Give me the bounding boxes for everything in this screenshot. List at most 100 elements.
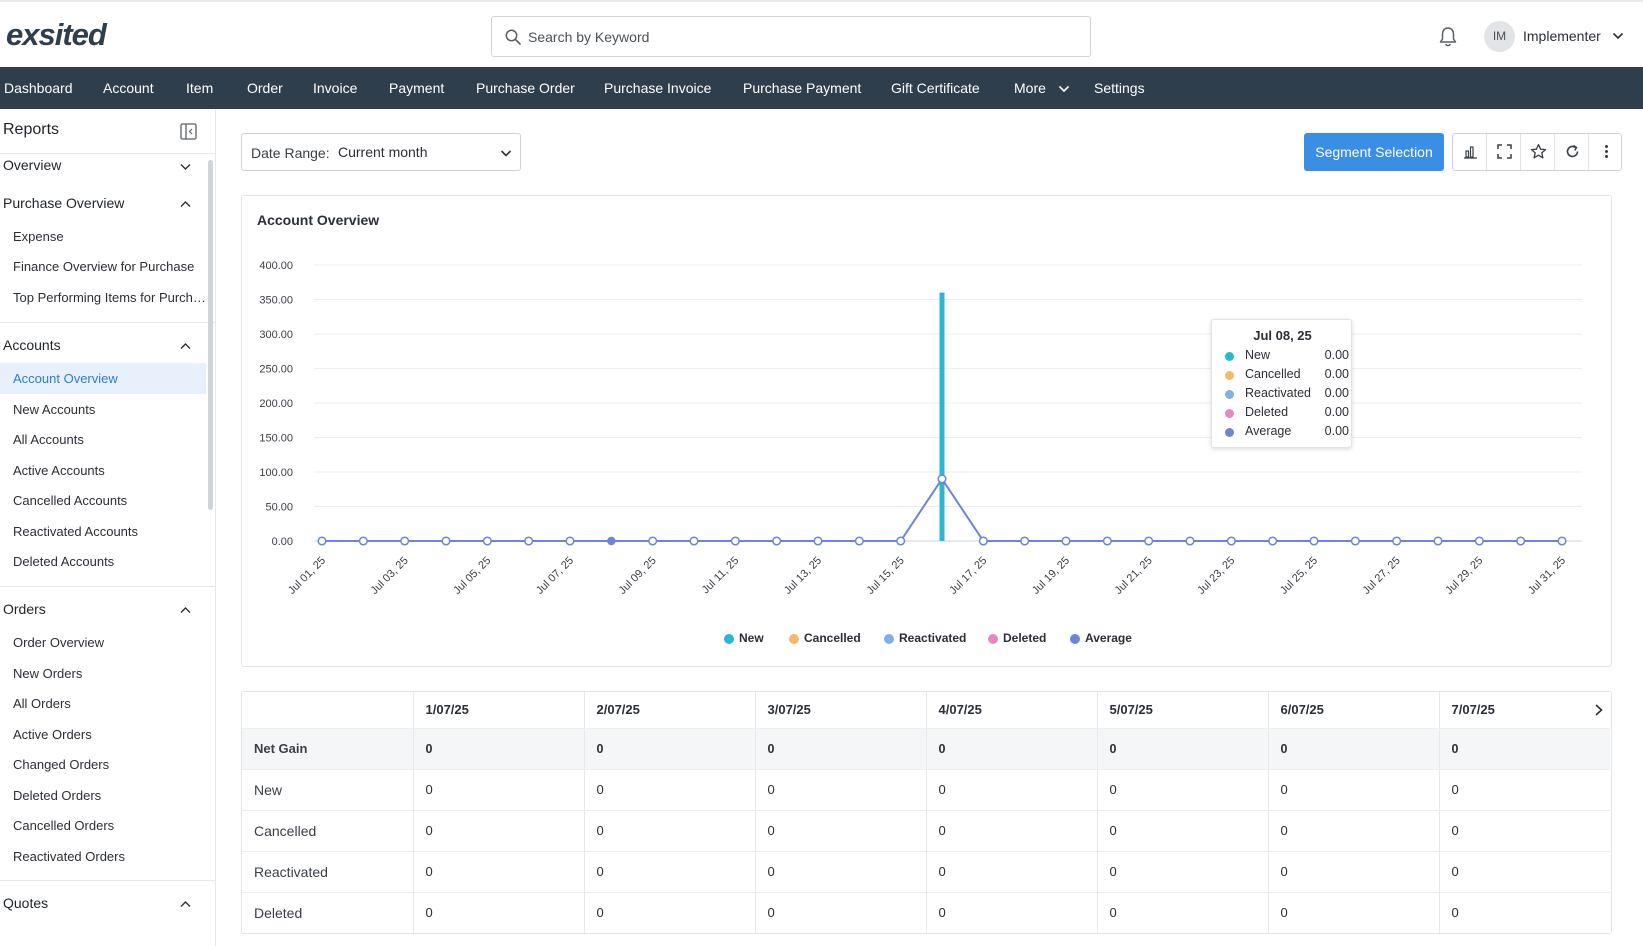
tooltip-title: Jul 08, 25 bbox=[1253, 328, 1312, 343]
user-name[interactable]: Implementer bbox=[1523, 28, 1601, 44]
sidebar-item-new-orders[interactable]: New Orders bbox=[13, 666, 83, 681]
sidebar-item-new-accounts[interactable]: New Accounts bbox=[13, 402, 96, 417]
user-avatar[interactable]: IM bbox=[1484, 21, 1515, 52]
legend-dot bbox=[988, 634, 998, 644]
legend-dot bbox=[724, 634, 734, 644]
sidebar-item-cancelled-accounts[interactable]: Cancelled Accounts bbox=[13, 493, 128, 508]
search-box[interactable] bbox=[491, 16, 1091, 57]
table-cell: 0 bbox=[755, 851, 927, 893]
nav-purchase-payment[interactable]: Purchase Payment bbox=[743, 80, 862, 96]
row-label: Net Gain bbox=[242, 728, 414, 770]
chevron-right-icon[interactable] bbox=[1593, 703, 1605, 717]
nav-settings[interactable]: Settings bbox=[1094, 80, 1145, 96]
table-row: Cancelled 0 0 0 0 0 0 0 bbox=[242, 810, 1610, 852]
table-cell: 0 bbox=[413, 728, 585, 770]
nav-gift-certificate[interactable]: Gift Certificate bbox=[891, 80, 980, 96]
more-options-button[interactable] bbox=[1589, 134, 1623, 170]
sidebar-item-changed-orders[interactable]: Changed Orders bbox=[13, 757, 110, 772]
date-range-select[interactable]: Date Range: Current month bbox=[241, 133, 521, 171]
table-cell: 0 bbox=[1268, 728, 1440, 770]
table-cell: 0 bbox=[755, 810, 927, 852]
sidebar-item-account-overview[interactable]: Account Overview bbox=[0, 363, 206, 394]
tooltip-series-name: Deleted bbox=[1245, 405, 1289, 419]
sidebar-item-deleted-orders[interactable]: Deleted Orders bbox=[13, 788, 102, 803]
sidebar-section-overview[interactable]: Overview bbox=[3, 157, 62, 173]
divider bbox=[0, 322, 215, 323]
sidebar-item-finance-overview-purchase[interactable]: Finance Overview for Purchase bbox=[13, 259, 195, 274]
sidebar-item-cancelled-orders[interactable]: Cancelled Orders bbox=[13, 818, 115, 833]
legend-dot bbox=[1225, 428, 1234, 437]
chevron-up-icon[interactable] bbox=[180, 606, 191, 614]
nav-dashboard[interactable]: Dashboard bbox=[4, 80, 73, 96]
sidebar-item-reactivated-orders[interactable]: Reactivated Orders bbox=[13, 849, 125, 864]
refresh-button[interactable] bbox=[1555, 134, 1589, 170]
column-header: 7/07/25 bbox=[1439, 692, 1610, 729]
tooltip-row-deleted: Deleted 0.00 bbox=[1225, 404, 1349, 422]
table-cell: 0 bbox=[926, 810, 1098, 852]
table-cell: 0 bbox=[926, 728, 1098, 770]
chevron-up-icon[interactable] bbox=[180, 342, 191, 350]
chevron-up-icon[interactable] bbox=[180, 900, 191, 908]
sidebar-section-accounts[interactable]: Accounts bbox=[3, 337, 61, 353]
chart-tool-group bbox=[1452, 133, 1622, 171]
table-cell: 0 bbox=[1097, 810, 1269, 852]
nav-invoice[interactable]: Invoice bbox=[313, 80, 358, 96]
sidebar-item-deleted-accounts[interactable]: Deleted Accounts bbox=[13, 554, 115, 569]
search-icon bbox=[505, 29, 521, 45]
chart-type-button[interactable] bbox=[1453, 134, 1487, 170]
tooltip-series-value: 0.00 bbox=[1324, 424, 1349, 438]
sidebar-item-expense[interactable]: Expense bbox=[13, 229, 64, 244]
notification-bell-icon[interactable] bbox=[1438, 26, 1458, 48]
chevron-down-icon[interactable] bbox=[1612, 31, 1624, 41]
table-cell: 0 bbox=[584, 810, 756, 852]
row-label: Reactivated bbox=[242, 851, 414, 893]
column-header: 4/07/25 bbox=[926, 692, 1098, 729]
chevron-down-icon[interactable] bbox=[500, 149, 512, 158]
sidebar-item-all-accounts[interactable]: All Accounts bbox=[13, 432, 84, 447]
fullscreen-button[interactable] bbox=[1487, 134, 1521, 170]
divider bbox=[0, 880, 215, 881]
top-header: exsited IM Implementer bbox=[0, 0, 1643, 67]
table-cell: 0 bbox=[1268, 769, 1440, 811]
exsited-logo[interactable]: exsited bbox=[4, 14, 134, 54]
sidebar-section-quotes[interactable]: Quotes bbox=[3, 895, 49, 911]
nav-item[interactable]: Item bbox=[186, 80, 214, 96]
table-cell: 0 bbox=[1097, 728, 1269, 770]
favorite-button[interactable] bbox=[1521, 134, 1555, 170]
tooltip-series-name: Cancelled bbox=[1245, 367, 1301, 381]
segment-selection-button[interactable]: Segment Selection bbox=[1304, 133, 1444, 171]
divider bbox=[0, 586, 215, 587]
sidebar-item-active-orders[interactable]: Active Orders bbox=[13, 727, 92, 742]
nav-more[interactable]: More bbox=[1014, 80, 1046, 96]
table-row: Reactivated 0 0 0 0 0 0 0 bbox=[242, 851, 1610, 893]
sidebar-section-orders[interactable]: Orders bbox=[3, 601, 46, 617]
tooltip-series-value: 0.00 bbox=[1324, 405, 1349, 419]
chevron-down-icon[interactable] bbox=[1058, 84, 1070, 94]
nav-purchase-invoice[interactable]: Purchase Invoice bbox=[604, 80, 712, 96]
nav-order[interactable]: Order bbox=[247, 80, 283, 96]
sidebar-item-active-accounts[interactable]: Active Accounts bbox=[13, 463, 105, 478]
table-cell: 0 bbox=[413, 892, 585, 933]
date-range-value[interactable]: Current month bbox=[338, 144, 428, 160]
sidebar-collapse-icon[interactable] bbox=[180, 123, 197, 140]
sidebar-section-purchase-overview[interactable]: Purchase Overview bbox=[3, 195, 125, 211]
chevron-down-icon[interactable] bbox=[180, 163, 191, 171]
table-cell: 0 bbox=[1268, 892, 1440, 933]
sidebar-item-all-orders[interactable]: All Orders bbox=[13, 696, 71, 711]
sidebar-item-reactivated-accounts[interactable]: Reactivated Accounts bbox=[13, 524, 139, 539]
table-cell: 0 bbox=[1268, 851, 1440, 893]
table-cell: 0 bbox=[755, 769, 927, 811]
tooltip-series-value: 0.00 bbox=[1324, 367, 1349, 381]
nav-account[interactable]: Account bbox=[103, 80, 154, 96]
column-header: 5/07/25 bbox=[1097, 692, 1269, 729]
legend-dot bbox=[1225, 352, 1234, 361]
sidebar-item-top-performing-items[interactable]: Top Performing Items for Purchase bbox=[13, 290, 206, 305]
chevron-up-icon[interactable] bbox=[180, 200, 191, 208]
nav-purchase-order[interactable]: Purchase Order bbox=[476, 80, 575, 96]
sidebar-scrollbar[interactable] bbox=[208, 160, 213, 510]
search-input[interactable] bbox=[528, 17, 1078, 56]
nav-payment[interactable]: Payment bbox=[389, 80, 445, 96]
table-row: Net Gain 0 0 0 0 0 0 0 bbox=[242, 728, 1610, 770]
table-row: New 0 0 0 0 0 0 0 bbox=[242, 769, 1610, 811]
legend-label: Deleted bbox=[1003, 631, 1047, 645]
